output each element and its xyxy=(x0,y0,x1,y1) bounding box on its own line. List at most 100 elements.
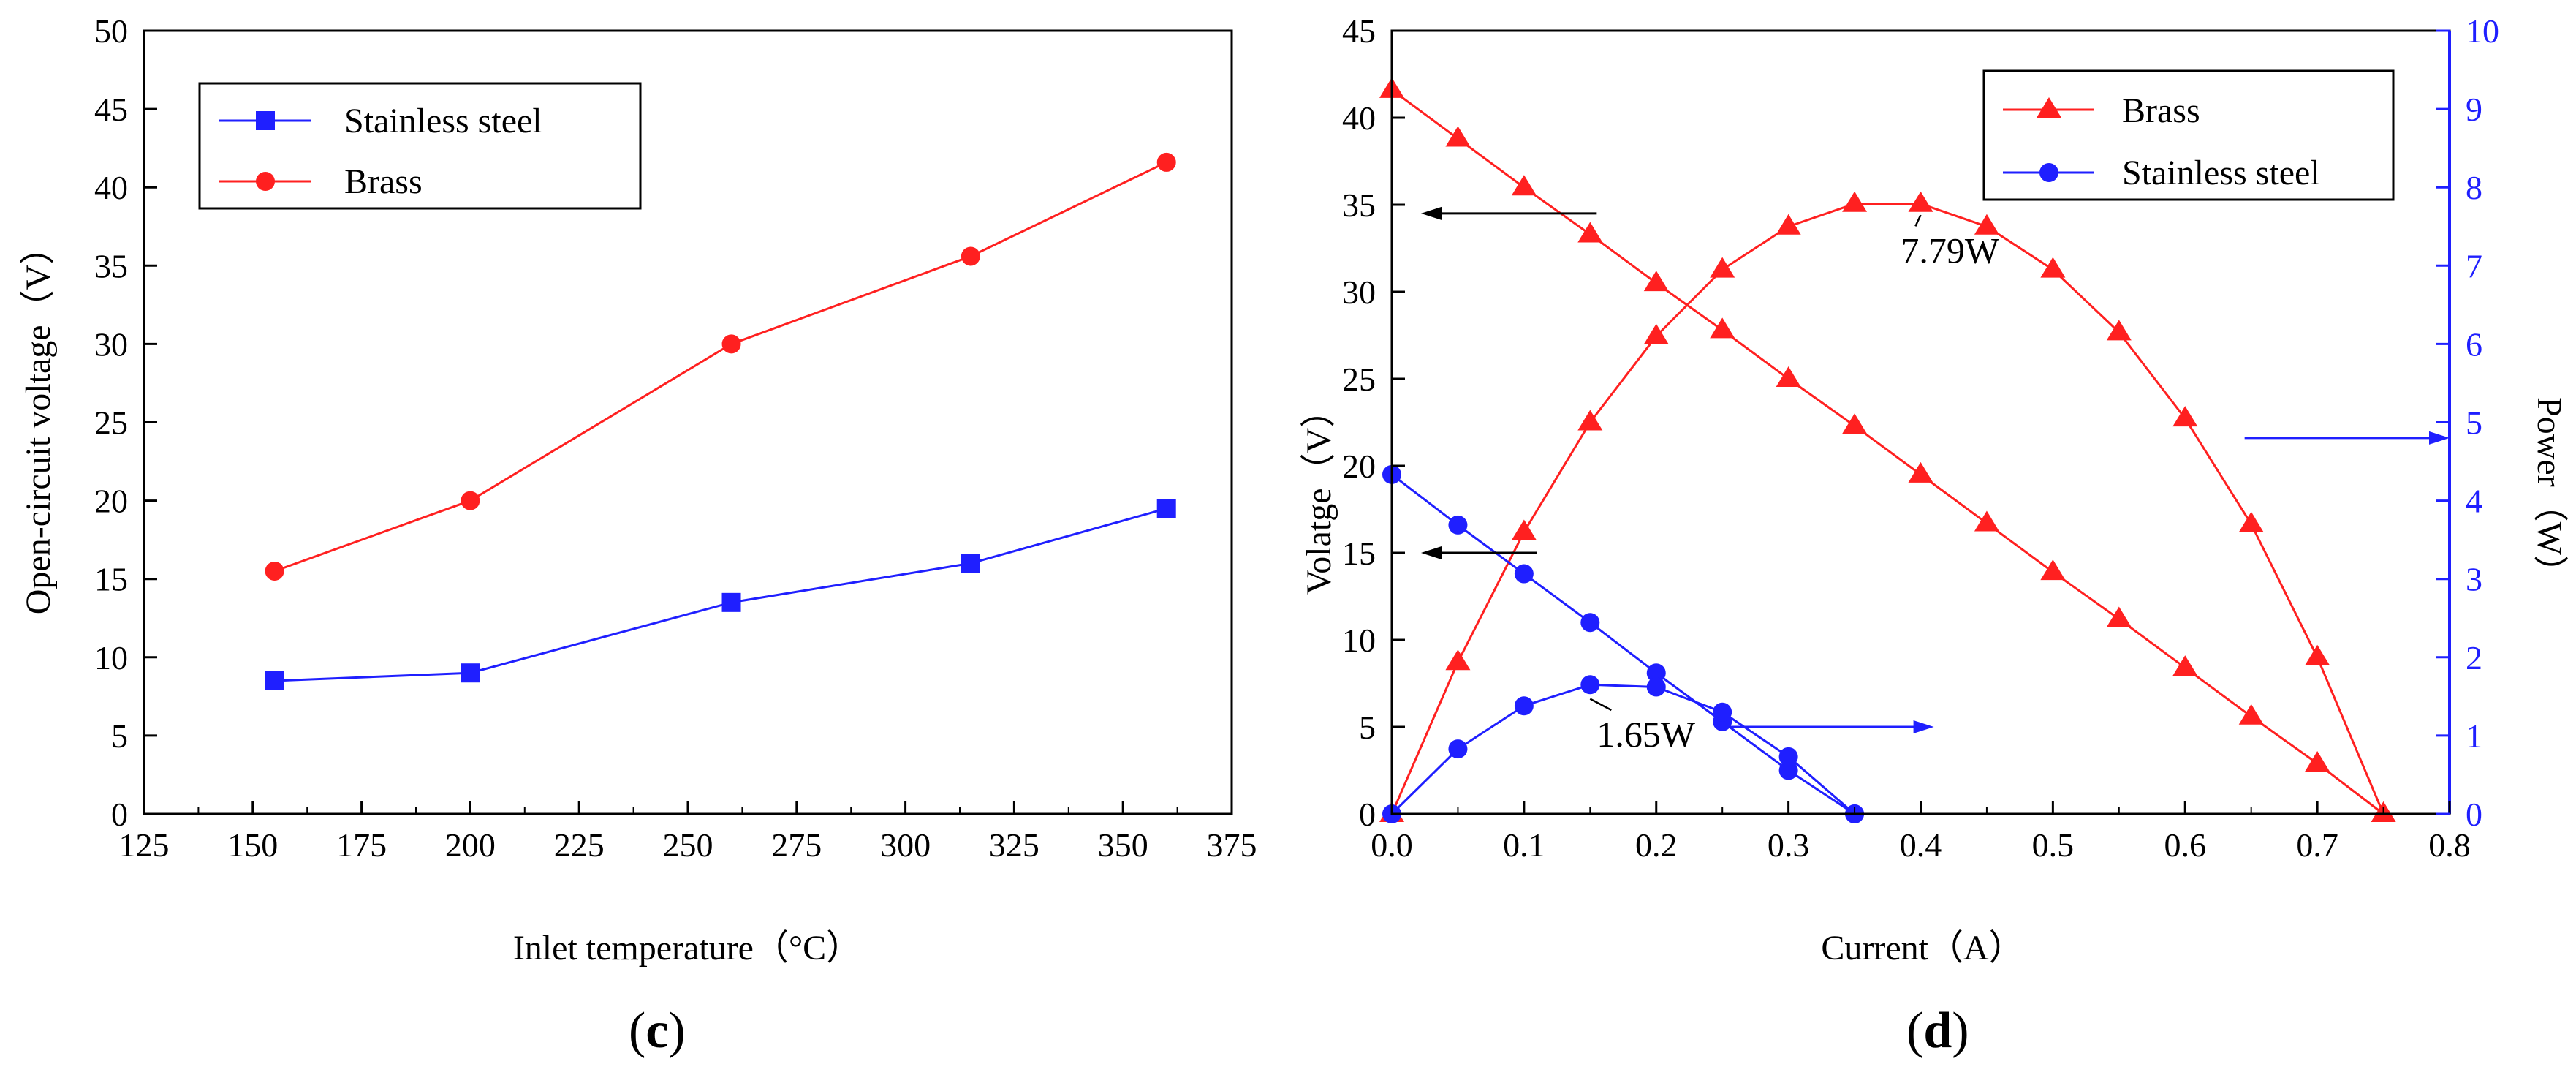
chart-d-x-tick-label: 0.8 xyxy=(2428,826,2471,864)
chart-d-point-brass-voltage xyxy=(2238,704,2264,725)
legend-marker-stainless-steel xyxy=(256,111,275,130)
chart-c-point-stainless-steel xyxy=(265,671,284,690)
legend-marker-brass-triangle xyxy=(2037,97,2061,118)
chart-d-x-tick-label: 0.1 xyxy=(1503,826,1545,864)
chart-d-series-line-stainless-steel-power xyxy=(1390,683,1856,815)
chart-d-y-tick-label: 45 xyxy=(1342,12,1376,50)
chart-c-x-tick-label: 150 xyxy=(227,826,278,864)
chart-d-y-tick-label: 0 xyxy=(1359,796,1376,833)
legend-marker-brass xyxy=(256,172,275,191)
chart-c-x-tick-label: 275 xyxy=(771,826,822,864)
chart-d-point-brass-power xyxy=(2106,320,2132,341)
legend-marker-stainless-steel-circle xyxy=(2039,163,2058,182)
chart-c-point-brass xyxy=(265,561,284,581)
chart-d-left-y-axis-label: Volatge（V） xyxy=(1300,393,1338,595)
chart-c-y-tick-label: 50 xyxy=(94,12,128,50)
chart-c-point-brass xyxy=(1156,152,1176,172)
chart-c-x-tick-label: 300 xyxy=(880,826,931,864)
chart-c-y-tick-label: 15 xyxy=(94,561,128,598)
chart-d-point-brass-power xyxy=(1842,191,1868,212)
chart-d-point-brass-voltage xyxy=(1908,461,1933,483)
chart-d-y2-tick-label: 9 xyxy=(2466,91,2482,128)
panel-label-d: (d) xyxy=(1906,1002,1969,1060)
chart-d-x-tick-label: 0.5 xyxy=(2032,826,2075,864)
chart-c-y-tick-label: 10 xyxy=(94,639,128,676)
chart-d-point-stainless-steel-power xyxy=(1778,747,1798,766)
chart-d-y-tick-label: 5 xyxy=(1359,709,1376,746)
chart-c-y-tick-label: 0 xyxy=(111,796,128,833)
chart-c-y-tick-label: 20 xyxy=(94,483,128,520)
chart-d-x-tick-label: 0.3 xyxy=(1768,826,1810,864)
chart-c-x-tick-label: 225 xyxy=(554,826,605,864)
chart-d-point-stainless-steel-voltage xyxy=(1514,564,1534,584)
chart-d-annotation-label: 1.65W xyxy=(1596,714,1696,755)
chart-d-point-stainless-steel-voltage xyxy=(1646,663,1666,683)
chart-c-point-stainless-steel xyxy=(1156,499,1176,518)
chart-d-axis-pointer-arrowhead-left xyxy=(1421,546,1442,559)
panel-label-c-close: ) xyxy=(668,1003,686,1059)
chart-c-y-axis-label: Open-circuit voltage（V） xyxy=(19,230,58,615)
chart-c-y-tick-label: 5 xyxy=(111,717,128,755)
chart-c-point-stainless-steel xyxy=(961,554,980,573)
chart-c-legend: Stainless steel Brass xyxy=(198,82,642,210)
chart-d-y2-tick-label: 7 xyxy=(2466,247,2482,284)
chart-d-point-brass-power xyxy=(1974,214,1999,235)
chart-d-y2-tick-label: 8 xyxy=(2466,169,2482,206)
chart-d-point-stainless-steel-voltage xyxy=(1448,515,1468,535)
chart-c-x-axis-label: Inlet temperature（°C） xyxy=(513,929,861,968)
panel-label-d-close: ) xyxy=(1952,1003,1969,1059)
chart-c-x-tick-label: 200 xyxy=(445,826,496,864)
chart-c-y-tick-label: 35 xyxy=(94,247,128,284)
chart-c-y-tick-label: 45 xyxy=(94,91,128,128)
chart-d-axis-pointer-arrowhead-right xyxy=(2429,431,2450,445)
chart-d-point-brass-voltage xyxy=(2106,606,2132,627)
chart-c-y-tick-label: 40 xyxy=(94,169,128,206)
chart-c-y-tick-label: 30 xyxy=(94,325,128,363)
chart-c-x-tick-label: 350 xyxy=(1098,826,1148,864)
chart-d-x-tick-label: 0.4 xyxy=(1900,826,1942,864)
chart-d-y2-tick-label: 2 xyxy=(2466,639,2482,676)
chart-d-series-line-brass-power xyxy=(1390,203,2384,815)
chart-d-point-brass-voltage xyxy=(2040,559,2066,581)
chart-c-series-line-stainless-steel xyxy=(274,507,1167,682)
chart-d-point-brass-voltage xyxy=(1974,510,1999,532)
legend-label-brass: Brass xyxy=(2122,91,2200,130)
chart-d-y2-tick-label: 0 xyxy=(2466,796,2482,833)
chart-d-point-brass-voltage xyxy=(1643,271,1669,292)
chart-c-x-tick-label: 375 xyxy=(1207,826,1257,864)
chart-d-y2-tick-label: 4 xyxy=(2466,483,2482,520)
chart-d-point-brass-voltage xyxy=(2305,750,2330,772)
chart-d-point-stainless-steel-power xyxy=(1713,702,1732,722)
chart-d-point-brass-voltage xyxy=(1577,222,1603,243)
legend-label-stainless-steel: Stainless steel xyxy=(2122,154,2320,192)
chart-c-point-brass xyxy=(721,334,741,354)
panel-label-d-open: ( xyxy=(1906,1003,1924,1059)
panel-label-c: (c) xyxy=(629,1002,686,1060)
chart-d-legend: Brass Stainless steel xyxy=(1982,69,2395,201)
chart-d-point-brass-power xyxy=(1710,257,1735,278)
chart-d-point-brass-power xyxy=(2238,511,2264,532)
chart-c-point-brass xyxy=(461,491,480,510)
chart-c-y-tick-label: 25 xyxy=(94,404,128,442)
chart-c-x-tick-label: 250 xyxy=(663,826,713,864)
chart-d-right-y-axis-label: Power（W） xyxy=(2530,397,2569,590)
chart-d-series-line-brass-voltage xyxy=(1391,88,2384,815)
chart-d-x-tick-label: 0.7 xyxy=(2296,826,2338,864)
chart-d-series-line-stainless-steel-voltage xyxy=(1391,473,1855,815)
chart-d-point-brass-power xyxy=(1577,410,1603,431)
chart-d-annotation-leader xyxy=(1589,698,1612,712)
chart-c-x-tick-label: 175 xyxy=(336,826,387,864)
chart-c-point-stainless-steel xyxy=(721,592,741,612)
legend-label-stainless-steel: Stainless steel xyxy=(344,102,542,140)
panel-label-c-letter: c xyxy=(645,1003,669,1059)
panel-label-c-open: ( xyxy=(629,1003,646,1059)
chart-d-point-brass-power xyxy=(1511,519,1537,540)
chart-d-point-brass-power xyxy=(2305,644,2330,665)
chart-d-axis-pointer-arrowhead-right xyxy=(1913,720,1934,733)
chart-c-point-stainless-steel xyxy=(461,663,480,683)
chart-d-y2-tick-label: 3 xyxy=(2466,561,2482,598)
chart-d-point-brass-power xyxy=(1643,323,1669,344)
chart-d-point-stainless-steel-voltage xyxy=(1778,761,1798,780)
chart-d-point-brass-power xyxy=(2172,406,2198,427)
